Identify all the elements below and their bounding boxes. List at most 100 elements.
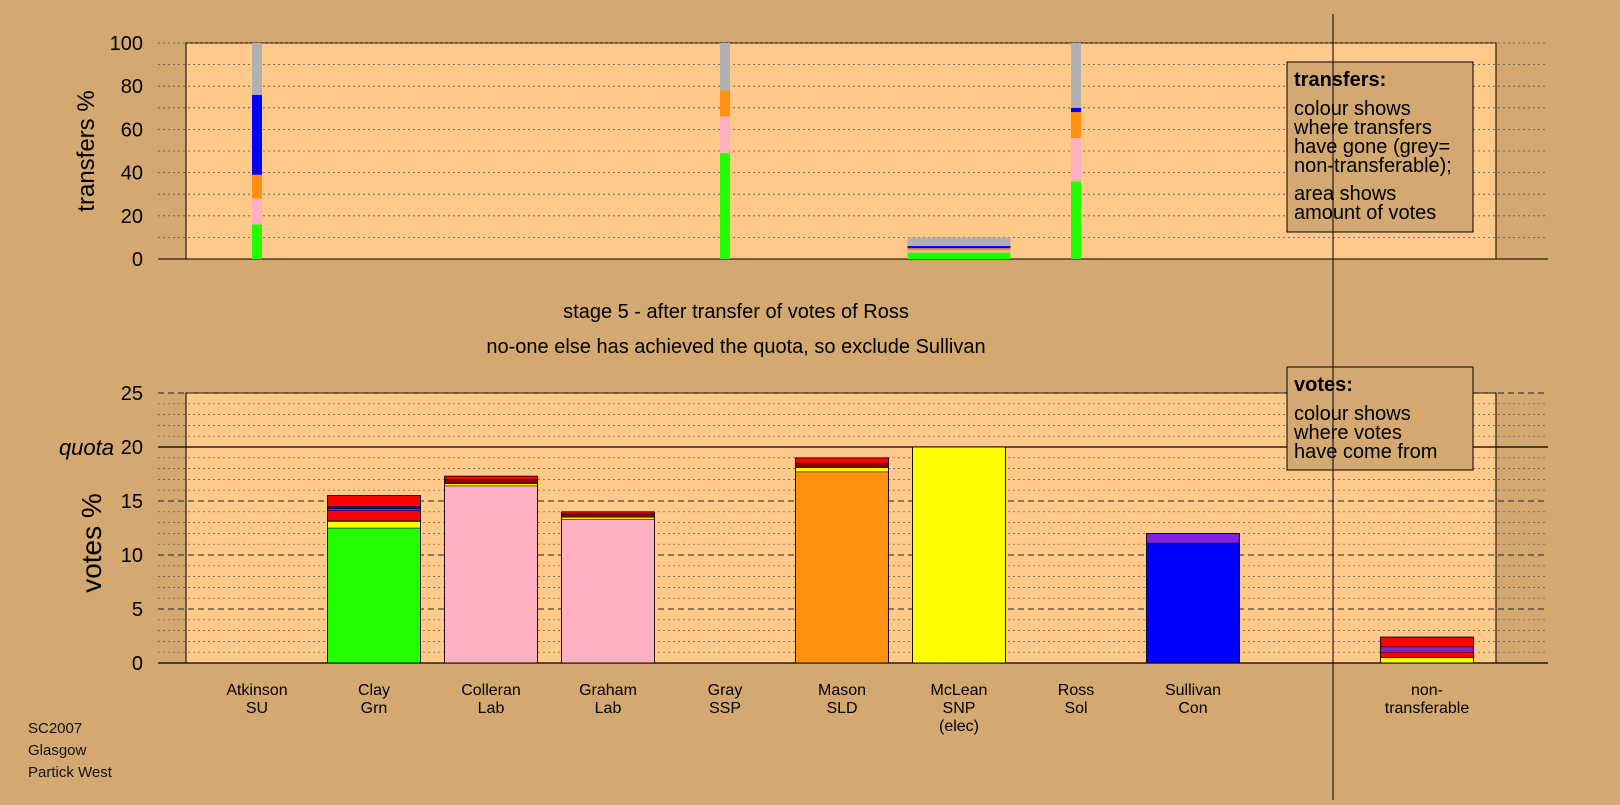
transfer-segment-non-transferable [720, 43, 730, 91]
vote-segment [327, 527, 421, 664]
vote-segment [795, 457, 889, 464]
votes-legend-text: colour shows [1294, 403, 1411, 425]
vote-column-outline [1380, 636, 1474, 664]
stage-title: stage 5 - after transfer of votes of Ros… [563, 301, 909, 323]
vote-segment [795, 462, 889, 468]
vote-segment [1146, 533, 1240, 544]
transfers-legend-text: non-transferable); [1294, 155, 1452, 177]
votes-y-tick-label: 0 [132, 653, 143, 675]
vote-column-outline [795, 457, 889, 664]
transfers-y-tick-label: 40 [121, 163, 143, 185]
candidate-label: SNP [943, 700, 976, 717]
candidate-label: transferable [1385, 700, 1470, 717]
vote-segment [1380, 636, 1474, 648]
vote-segment [444, 479, 538, 484]
candidate-label: Graham [579, 682, 637, 699]
votes-y-tick-label: 15 [121, 491, 143, 513]
stage-subtitle: no-one else has achieved the quota, so e… [486, 336, 985, 358]
transfer-segment-Con [252, 94, 262, 175]
votes-y-axis-label: votes % [76, 493, 107, 593]
vote-segment [1380, 646, 1474, 653]
source-line-contest: SC2007 [28, 720, 83, 737]
transfer-segment-SLD [1071, 112, 1081, 139]
vote-segment [561, 513, 655, 518]
candidate-label: Grn [361, 700, 388, 717]
vote-column-outline [327, 495, 421, 664]
source-line-ward: Partick West [28, 764, 112, 781]
vote-segment [561, 516, 655, 520]
transfers-y-tick-label: 80 [121, 76, 143, 98]
source-line-city: Glasgow [28, 742, 87, 759]
vote-segment [444, 483, 538, 487]
quota-label: quota [59, 435, 114, 460]
vote-column-outline [561, 511, 655, 664]
transfers-legend-text: area shows [1294, 183, 1396, 205]
vote-column-outline [912, 446, 1006, 664]
transfer-segment-Lab [252, 198, 262, 225]
transfer-segment-Lab [907, 250, 1011, 253]
transfer-segment-SLD [720, 90, 730, 117]
transfer-segment-Grn [720, 153, 730, 259]
transfers-y-tick-label: 60 [121, 119, 143, 141]
votes-y-tick-label: 10 [121, 545, 143, 567]
transfer-segment-Con [907, 246, 1011, 249]
transfers-legend-text: amount of votes [1294, 202, 1436, 224]
candidate-label: Con [1178, 700, 1207, 717]
candidate-label: SU [246, 700, 268, 717]
votes-legend-box [1286, 366, 1474, 471]
transfer-segment-Lab [720, 116, 730, 154]
votes-legend-text: have come from [1294, 441, 1437, 463]
vote-segment [327, 508, 421, 511]
transfer-segment-Lab [1071, 138, 1081, 182]
candidate-label: Sullivan [1165, 682, 1221, 699]
vote-segment [327, 506, 421, 509]
votes-y-tick-label: 5 [132, 599, 143, 621]
transfers-legend-text: where transfers [1293, 117, 1432, 139]
candidate-label: Ross [1058, 682, 1094, 699]
vote-segment [795, 467, 889, 473]
vote-segment [444, 475, 538, 480]
candidate-label: (elec) [939, 718, 979, 735]
transfer-segment-Grn [907, 252, 1011, 259]
vote-segment [912, 446, 1006, 664]
vote-segment [795, 471, 889, 664]
transfers-legend-box [1286, 61, 1474, 233]
transfer-segment-non-transferable [1071, 43, 1081, 108]
vote-segment [1380, 657, 1474, 664]
vote-segment [1380, 651, 1474, 658]
transfers-y-tick-label: 20 [121, 206, 143, 228]
candidate-label: SSP [709, 700, 741, 717]
candidate-label: non- [1411, 682, 1443, 699]
vote-column-outline [1146, 533, 1240, 664]
vote-segment [327, 495, 421, 507]
transfers-y-tick-label: 100 [110, 33, 143, 55]
votes-y-tick-label: 20 [121, 437, 143, 459]
transfer-segment-SLD [907, 248, 1011, 251]
candidate-label: Lab [478, 700, 505, 717]
transfers-y-axis-label: transfers % [73, 90, 100, 211]
votes-y-tick-label: 25 [121, 383, 143, 405]
candidate-label: Lab [595, 700, 622, 717]
vote-segment [561, 519, 655, 664]
transfers-legend-text: colour shows [1294, 98, 1411, 120]
vote-segment [327, 521, 421, 529]
candidate-label: McLean [931, 682, 988, 699]
transfer-segment-Grn [1071, 181, 1081, 259]
candidate-label: SLD [826, 700, 857, 717]
transfer-segment-SLD [252, 174, 262, 199]
vote-segment [444, 485, 538, 664]
transfer-segment-Grn [252, 224, 262, 259]
vote-column-outline [444, 475, 538, 664]
source-caption: SC2007 Glasgow Partick West [28, 718, 112, 784]
candidate-label: Gray [708, 682, 743, 699]
votes-legend-text: where votes [1293, 422, 1402, 444]
transfers-y-tick-label: 0 [132, 249, 143, 271]
transfers-legend-title: transfers: [1294, 69, 1386, 91]
candidate-label: Atkinson [226, 682, 287, 699]
transfer-segment-non-transferable [907, 237, 1011, 247]
votes-legend-title: votes: [1294, 374, 1353, 396]
vote-segment [327, 510, 421, 521]
vote-segment [1146, 542, 1240, 664]
